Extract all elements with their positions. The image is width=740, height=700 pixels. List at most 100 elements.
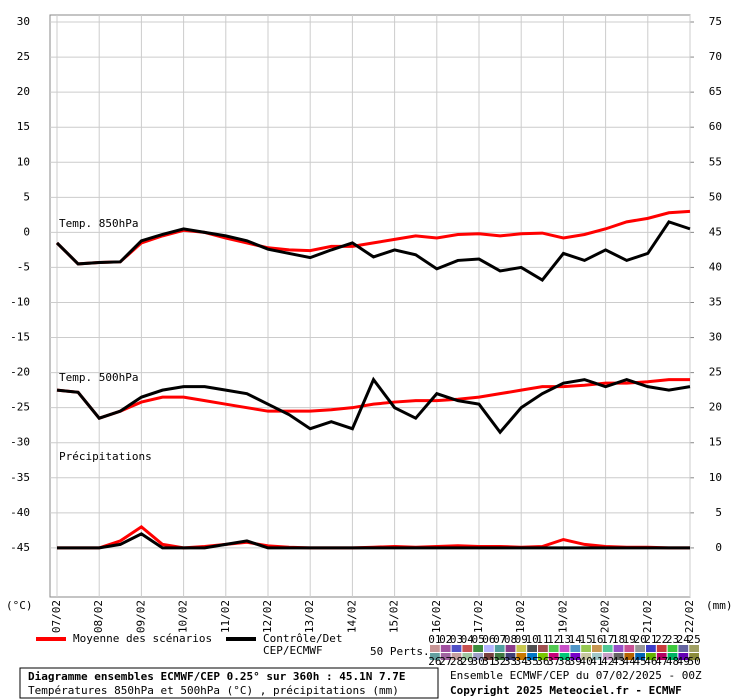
perturbation-label: 44 [623, 655, 637, 668]
perturbation-swatch [548, 653, 559, 660]
footer-title: Diagramme ensembles ECMWF/CEP 0.25° sur … [28, 670, 406, 683]
legend-label[interactable]: CEP/ECMWF [263, 644, 323, 657]
y-tick-label: -30 [10, 436, 30, 449]
perturbation-label: 09 [515, 633, 528, 646]
y2-tick-label: 0 [715, 541, 722, 554]
perturbation-swatch [570, 645, 581, 652]
y2-tick-label: 50 [709, 190, 722, 203]
perturbation-label: 34 [515, 655, 529, 668]
perturbation-label: 16 [590, 633, 603, 646]
perturbation-label: 27 [439, 655, 452, 668]
legend-label[interactable]: Moyenne des scénarios [73, 632, 212, 645]
perturbation-label: 05 [471, 633, 484, 646]
y2-tick-label: 10 [709, 471, 722, 484]
perturbation-label: 13 [558, 633, 571, 646]
perturbation-swatch [494, 645, 505, 652]
perturbation-label: 19 [623, 633, 636, 646]
perturbation-swatch [527, 653, 537, 660]
x-tick-label: 22/02 [683, 600, 696, 633]
perturbation-label: 36 [536, 655, 549, 668]
perturbation-swatch [538, 645, 548, 652]
perturbation-swatch [656, 645, 667, 652]
perturbation-label: 38 [558, 655, 571, 668]
perturbation-label: 46 [644, 655, 657, 668]
legend-label[interactable]: Contrôle/Det [263, 632, 342, 645]
series-line [56, 378, 690, 420]
y-tick-label: 25 [17, 50, 30, 63]
perturbation-swatch [505, 653, 516, 660]
perturbation-swatch [646, 653, 656, 660]
perturbation-swatch [624, 653, 635, 660]
y2-tick-label: 20 [709, 401, 722, 414]
perturbation-label: 24 [677, 633, 691, 646]
x-tick-label: 14/02 [345, 600, 358, 633]
perturbation-label: 17 [601, 633, 614, 646]
y2-axis-label: (mm) [706, 599, 733, 612]
perturbation-swatch [592, 645, 602, 652]
perturbation-label: 40 [579, 655, 592, 668]
y2-tick-label: 15 [709, 436, 722, 449]
y2-tick-label: 25 [709, 366, 722, 379]
perturbation-label: 12 [547, 633, 560, 646]
y2-tick-label: 65 [709, 85, 722, 98]
perturbation-label: 32 [493, 655, 506, 668]
y-tick-label: 5 [23, 190, 30, 203]
perturbation-label: 41 [590, 655, 603, 668]
perturbation-swatch [538, 653, 548, 660]
perturbation-swatch [667, 653, 678, 660]
perturbation-label: 29 [461, 655, 474, 668]
perturbation-swatch [592, 653, 602, 660]
x-tick-label: 16/02 [430, 600, 443, 633]
perturbation-swatch [613, 653, 624, 660]
perturbation-swatch [430, 653, 440, 660]
perturbation-label: 25 [687, 633, 700, 646]
perturbation-swatch [678, 645, 689, 652]
perturbation-swatch [635, 653, 645, 660]
perturbation-label: 43 [612, 655, 625, 668]
x-tick-label: 12/02 [261, 600, 274, 633]
perturbation-label: 20 [633, 633, 646, 646]
perturbation-swatch [689, 645, 699, 652]
perturbation-label: 22 [655, 633, 668, 646]
footer-box [19, 667, 439, 699]
y-tick-label: 20 [17, 85, 30, 98]
perturbation-label: 04 [461, 633, 475, 646]
perturbation-swatch [516, 645, 527, 652]
y-tick-label: 30 [17, 15, 30, 28]
x-tick-label: 21/02 [641, 600, 654, 633]
footer-subtitle: Températures 850hPa et 500hPa (°C) , pré… [28, 684, 399, 697]
y-tick-label: 10 [17, 155, 30, 168]
series-line [57, 532, 690, 550]
perturbation-swatch [462, 653, 473, 660]
perturbation-swatch [516, 653, 527, 660]
perturbation-swatch [667, 645, 678, 652]
perturbation-label: 35 [525, 655, 538, 668]
y-tick-label: 0 [23, 225, 30, 238]
x-tick-label: 17/02 [472, 600, 485, 633]
x-tick-label: 13/02 [303, 600, 316, 633]
perturbation-label: 31 [482, 655, 495, 668]
y2-tick-label: 70 [709, 50, 722, 63]
perturbation-label: 50 [687, 655, 700, 668]
perturbation-label: 06 [482, 633, 495, 646]
perturbation-label: 11 [536, 633, 549, 646]
x-tick-label: 08/02 [92, 600, 105, 633]
perturbation-swatch [646, 645, 656, 652]
x-tick-label: 07/02 [50, 600, 63, 633]
perturbation-label: 15 [579, 633, 592, 646]
x-tick-label: 09/02 [134, 600, 147, 633]
y2-tick-label: 45 [709, 225, 722, 238]
perturbation-swatch [451, 645, 462, 652]
y2-tick-label: 35 [709, 295, 722, 308]
perturbation-label: 10 [525, 633, 538, 646]
perturbation-swatch [602, 653, 613, 660]
y-tick-label: -15 [10, 331, 30, 344]
x-tick-label: 15/02 [388, 600, 401, 633]
perturbation-swatch [527, 645, 537, 652]
perturbation-swatch [451, 653, 462, 660]
perturbation-swatch [689, 653, 699, 660]
y2-tick-label: 60 [709, 120, 722, 133]
perturbation-swatch [484, 645, 494, 652]
perturbation-swatch [548, 645, 559, 652]
perturbation-label: 21 [644, 633, 657, 646]
